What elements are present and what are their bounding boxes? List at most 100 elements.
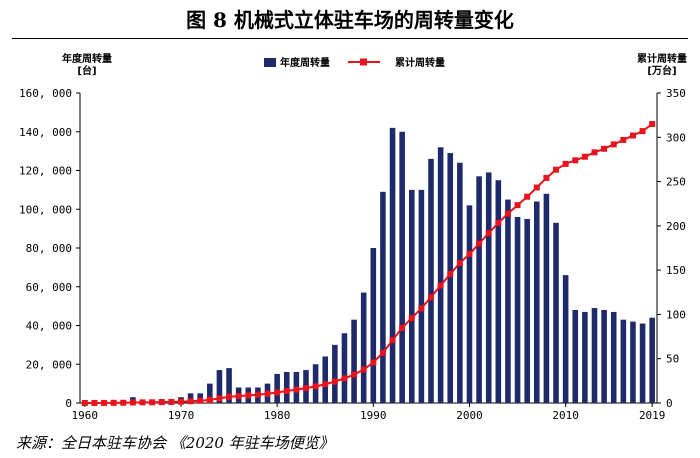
cumulative-point <box>81 399 88 406</box>
right-axis-label-line1: 累计周转量 <box>637 52 687 65</box>
legend-bar-swatch <box>264 58 276 67</box>
bar <box>534 201 540 403</box>
bar <box>582 311 588 403</box>
legend: 年度周转量 累计周转量 <box>264 56 445 69</box>
cumulative-point <box>235 393 242 400</box>
bar <box>639 323 646 403</box>
left-tick-label: 160, 000 <box>19 87 72 100</box>
cumulative-point <box>370 359 377 366</box>
bar <box>543 193 550 403</box>
bar <box>630 321 636 403</box>
cumulative-point <box>264 390 271 397</box>
cumulative-point <box>149 399 156 406</box>
bar <box>620 319 627 403</box>
source-note: 来源：全日本驻车协会 《2020 年驻车场便览》 <box>16 434 334 452</box>
bar <box>457 162 463 403</box>
right-tick-label: 0 <box>666 397 673 410</box>
bar <box>370 248 377 403</box>
bar <box>437 147 444 403</box>
bar <box>495 180 502 403</box>
x-tick-label: 1980 <box>264 409 291 422</box>
legend-bar-label: 年度周转量 <box>280 56 330 69</box>
cumulative-point <box>466 251 473 258</box>
x-tick-label: 2000 <box>456 409 483 422</box>
right-tick-label: 300 <box>666 131 686 144</box>
cumulative-point <box>254 391 261 398</box>
bar <box>207 383 213 403</box>
cumulative-point <box>187 398 194 405</box>
bar <box>610 311 617 403</box>
left-tick-label: 80, 000 <box>26 242 72 255</box>
cumulative-point <box>389 337 396 344</box>
cumulative-point <box>322 381 329 388</box>
bar <box>351 319 357 403</box>
cumulative-point <box>283 388 290 395</box>
x-tick-label: 1970 <box>168 409 195 422</box>
cumulative-point <box>601 145 608 152</box>
cumulative-point <box>101 399 108 406</box>
left-tick-label: 100, 000 <box>19 203 72 216</box>
cumulative-point <box>197 397 204 404</box>
cumulative-point <box>399 324 406 331</box>
bar <box>485 172 492 403</box>
cumulative-point <box>206 396 213 403</box>
left-tick-label: 60, 000 <box>26 281 72 294</box>
title-rule <box>12 38 688 39</box>
cumulative-point <box>620 136 627 143</box>
cumulative-point <box>245 392 252 399</box>
cumulative-point <box>379 349 386 356</box>
cumulative-point <box>360 366 367 373</box>
x-tick-label: 2019 <box>639 409 666 422</box>
cumulative-point <box>293 386 300 393</box>
cumulative-point <box>514 202 521 209</box>
cumulative-point <box>495 219 502 226</box>
cumulative-point <box>437 282 444 289</box>
bar <box>649 317 655 403</box>
legend-line-label: 累计周转量 <box>395 56 445 69</box>
cumulative-point <box>216 395 223 402</box>
chart: 年度周转量 [台] 累计周转量 [万台] 年度周转量 累计周转量 0 20, 00… <box>19 52 687 422</box>
left-tick-label: 120, 000 <box>19 165 72 178</box>
chart-title: 图 8 机械式立体驻车场的周转量变化 <box>186 8 514 32</box>
bar <box>466 205 473 403</box>
cumulative-point <box>408 315 415 322</box>
left-axis-label-line2: [台] <box>77 64 96 77</box>
cumulative-point <box>428 294 435 301</box>
bar <box>322 356 329 403</box>
bar <box>428 158 434 403</box>
bar <box>274 373 280 403</box>
cumulative-point <box>581 153 588 160</box>
legend-line-marker <box>360 58 367 66</box>
bar <box>601 310 607 403</box>
bar <box>505 199 511 403</box>
cumulative-point <box>226 393 233 400</box>
bar <box>514 217 521 403</box>
cumulative-point <box>177 398 184 405</box>
cumulative-point <box>341 375 348 382</box>
bar <box>524 218 530 403</box>
cumulative-point <box>485 230 492 237</box>
cumulative-point <box>139 399 146 406</box>
x-tick-label: 2010 <box>552 409 579 422</box>
cumulative-point <box>629 132 636 139</box>
right-tick-label: 50 <box>666 353 679 366</box>
cumulative-point <box>639 128 646 135</box>
cumulative-point <box>456 260 463 267</box>
cumulative-point <box>524 193 531 200</box>
x-tick-label: 1990 <box>360 409 387 422</box>
bar <box>562 275 569 403</box>
bar <box>572 310 579 403</box>
left-tick-label: 0 <box>65 397 72 410</box>
cumulative-point <box>302 385 309 392</box>
bar <box>187 393 194 403</box>
bar <box>332 344 338 403</box>
cumulative-point <box>504 210 511 217</box>
cumulative-point <box>120 399 127 406</box>
bar <box>360 292 367 403</box>
bar <box>553 222 559 403</box>
cumulative-point <box>562 160 569 167</box>
bar <box>283 372 290 403</box>
cumulative-point <box>129 399 136 406</box>
cumulative-point <box>168 398 175 405</box>
right-tick-label: 100 <box>666 308 686 321</box>
